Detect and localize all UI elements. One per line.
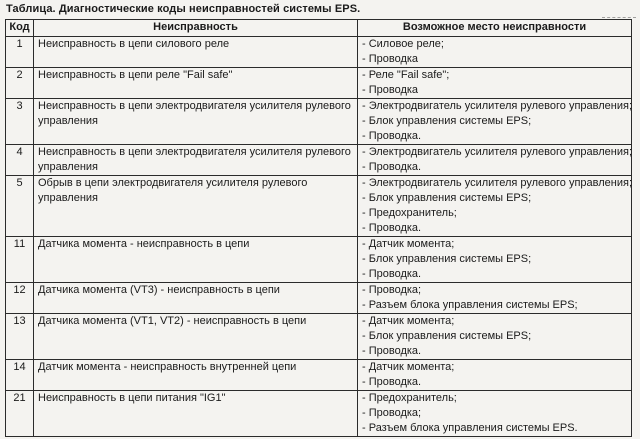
fault-cell: Неисправность в цепи питания "IG1" <box>33 390 358 437</box>
location-line: - Датчик момента; <box>362 361 455 373</box>
location-line: - Проводка. <box>362 268 422 280</box>
location-line: - Проводка; <box>362 407 422 419</box>
locations-cell: - Электродвигатель усилителя рулевого уп… <box>357 175 632 237</box>
table-row: 21 Неисправность в цепи питания "IG1" - … <box>5 390 632 437</box>
table-row: 1 Неисправность в цепи силового реле - С… <box>5 36 632 68</box>
location-line: - Блок управления системы EPS; <box>362 192 532 204</box>
table-row: 12 Датчика момента (VT3) - неисправность… <box>5 282 632 314</box>
fault-cell: Неисправность в цепи электродвигателя ус… <box>33 144 358 176</box>
locations-cell: - Датчик момента; - Блок управления систе… <box>357 313 632 360</box>
location-line: - Проводка. <box>362 130 422 142</box>
table-row: 11 Датчика момента - неисправность в цеп… <box>5 236 632 283</box>
locations-cell: - Электродвигатель усилителя рулевого уп… <box>357 98 632 145</box>
location-line: - Разъем блока управления системы EPS. <box>362 422 578 434</box>
code-cell: 12 <box>5 282 34 314</box>
header-row: Код Неисправность Возможное место неиспр… <box>5 19 632 37</box>
code-cell: 13 <box>5 313 34 360</box>
table-row: 5 Обрыв в цепи электродвигателя усилител… <box>5 175 632 237</box>
table-row: 13 Датчика момента (VT1, VT2) - неисправ… <box>5 313 632 360</box>
locations-cell: - Датчик момента; - Проводка. <box>357 359 632 391</box>
location-line: - Проводка. <box>362 161 422 173</box>
table-row: 14 Датчик момента - неисправность внутре… <box>5 359 632 391</box>
location-line: - Электродвигатель усилителя рулевого уп… <box>362 177 632 189</box>
code-cell: 14 <box>5 359 34 391</box>
location-line: - Электродвигатель усилителя рулевого уп… <box>362 100 632 112</box>
fault-cell: Неисправность в цепи силового реле <box>33 36 358 68</box>
location-line: - Датчик момента; <box>362 238 455 250</box>
location-line: - Предохранитель; <box>362 392 457 404</box>
code-cell: 11 <box>5 236 34 283</box>
diagnostic-codes-table: Код Неисправность Возможное место неиспр… <box>5 19 632 437</box>
location-line: - Проводка <box>362 84 419 96</box>
locations-cell: - Реле "Fail safe"; - Проводка <box>357 67 632 99</box>
fault-cell: Неисправность в цепи электродвигателя ус… <box>33 98 358 145</box>
location-line: - Проводка. <box>362 345 422 357</box>
locations-cell: - Электродвигатель усилителя рулевого уп… <box>357 144 632 176</box>
location-line: - Проводка. <box>362 222 422 234</box>
location-line: - Силовое реле; <box>362 38 444 50</box>
location-line: - Предохранитель; <box>362 207 457 219</box>
location-line: - Проводка <box>362 53 419 65</box>
location-line: - Блок управления системы EPS; <box>362 115 532 127</box>
locations-cell: - Датчик момента; - Блок управления систе… <box>357 236 632 283</box>
locations-cell: - Проводка; - Разъем блока управления сис… <box>357 282 632 314</box>
scan-artifact <box>602 17 636 20</box>
code-cell: 2 <box>5 67 34 99</box>
fault-cell: Датчик момента - неисправность внутренне… <box>33 359 358 391</box>
location-line: - Проводка. <box>362 376 422 388</box>
table-row: 2 Неисправность в цепи реле "Fail safe" … <box>5 67 632 99</box>
document-page: Таблица. Диагностические коды неисправно… <box>5 3 633 437</box>
fault-cell: Датчика момента (VT3) - неисправность в … <box>33 282 358 314</box>
location-line: - Блок управления системы EPS; <box>362 253 532 265</box>
code-cell: 4 <box>5 144 34 176</box>
table-row: 4 Неисправность в цепи электродвигателя … <box>5 144 632 176</box>
location-line: - Электродвигатель усилителя рулевого уп… <box>362 146 632 158</box>
fault-cell: Датчика момента (VT1, VT2) - неисправнос… <box>33 313 358 360</box>
fault-cell: Неисправность в цепи реле "Fail safe" <box>33 67 358 99</box>
table-row: 3 Неисправность в цепи электродвигателя … <box>5 98 632 145</box>
column-header-code: Код <box>5 19 34 37</box>
location-line: - Разъем блока управления системы EPS; <box>362 299 578 311</box>
code-cell: 5 <box>5 175 34 237</box>
page-title: Таблица. Диагностические коды неисправно… <box>6 3 361 15</box>
fault-cell: Датчика момента - неисправность в цепи <box>33 236 358 283</box>
location-line: - Проводка; <box>362 284 422 296</box>
table-header: Код Неисправность Возможное место неиспр… <box>5 19 632 37</box>
code-cell: 1 <box>5 36 34 68</box>
locations-cell: - Силовое реле; - Проводка <box>357 36 632 68</box>
fault-cell: Обрыв в цепи электродвигателя усилителя … <box>33 175 358 237</box>
column-header-fault: Неисправность <box>33 19 358 37</box>
locations-cell: - Предохранитель; - Проводка; - Разъем бло… <box>357 390 632 437</box>
location-line: - Блок управления системы EPS; <box>362 330 532 342</box>
location-line: - Датчик момента; <box>362 315 455 327</box>
location-line: - Реле "Fail safe"; <box>362 69 450 81</box>
code-cell: 3 <box>5 98 34 145</box>
table-body: 1 Неисправность в цепи силового реле - С… <box>5 36 632 437</box>
code-cell: 21 <box>5 390 34 437</box>
column-header-location: Возможное место неисправности <box>357 19 632 37</box>
